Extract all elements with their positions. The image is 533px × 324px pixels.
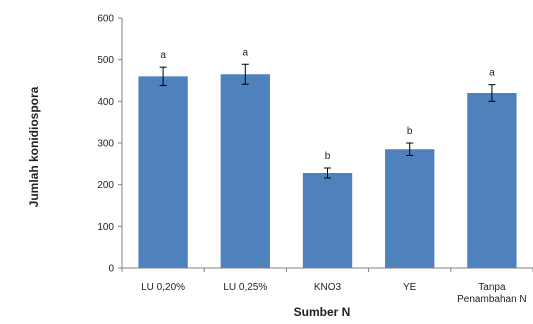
significance-label: a <box>243 47 249 58</box>
significance-label: a <box>160 50 166 61</box>
y-tick-label: 200 <box>97 180 114 191</box>
y-tick-label: 400 <box>97 97 114 108</box>
y-axis-title: Jumlah konidiospora <box>27 86 41 207</box>
bar <box>467 93 517 268</box>
x-tick-label: YE <box>403 282 417 293</box>
y-tick-label: 300 <box>97 139 114 150</box>
x-tick-label: KNO3 <box>314 282 342 293</box>
bar <box>385 149 435 268</box>
significance-label: a <box>489 68 495 79</box>
y-axis: 0 100 200 300 400 500 600 <box>97 14 123 275</box>
labels: a LU 0,20% a LU 0,25% b KNO3 b YE a Tanpa Penambah… <box>141 47 527 305</box>
x-axis <box>121 267 533 272</box>
error-bars <box>159 63 496 179</box>
bar <box>220 74 270 268</box>
bar <box>138 76 188 268</box>
x-tick-label: LU 0,20% <box>141 282 185 293</box>
significance-label: b <box>325 151 331 162</box>
y-tick-label: 600 <box>97 14 114 25</box>
y-tick-label: 500 <box>97 55 114 66</box>
x-tick-label: Tanpa Penambahan N <box>457 282 527 305</box>
y-tick-label: 100 <box>97 222 114 233</box>
x-tick-label: LU 0,25% <box>223 282 267 293</box>
y-tick-label: 0 <box>108 264 114 275</box>
significance-label: b <box>407 126 413 137</box>
bar <box>302 173 353 268</box>
x-axis-title: Sumber N <box>294 305 351 319</box>
bars <box>138 74 517 268</box>
